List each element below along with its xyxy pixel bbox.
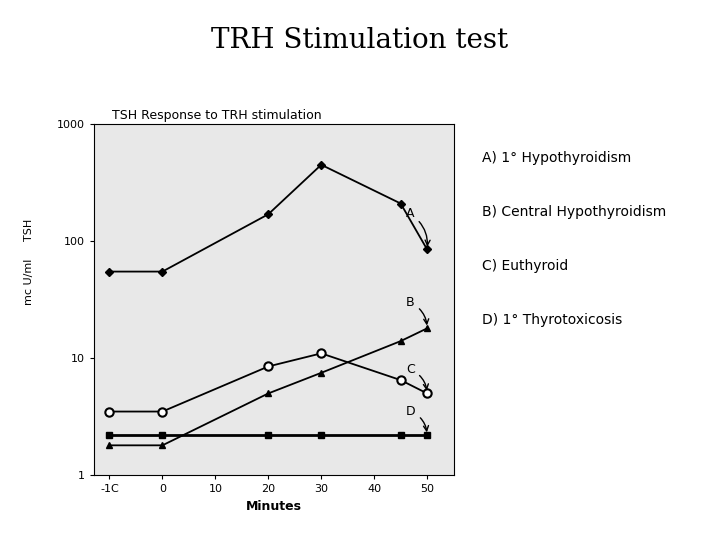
- X-axis label: Minutes: Minutes: [246, 500, 302, 513]
- Text: D: D: [406, 404, 428, 431]
- Text: B: B: [406, 296, 428, 324]
- Text: C: C: [406, 363, 428, 389]
- Text: TSH: TSH: [24, 218, 34, 241]
- Text: TSH Response to TRH stimulation: TSH Response to TRH stimulation: [112, 109, 321, 122]
- Text: A) 1° Hypothyroidism: A) 1° Hypothyroidism: [482, 151, 631, 165]
- Text: D) 1° Thyrotoxicosis: D) 1° Thyrotoxicosis: [482, 313, 623, 327]
- Text: B) Central Hypothyroidism: B) Central Hypothyroidism: [482, 205, 667, 219]
- Text: A: A: [406, 207, 430, 245]
- Text: TRH Stimulation test: TRH Stimulation test: [212, 27, 508, 54]
- Text: mc U/ml: mc U/ml: [24, 259, 34, 305]
- Text: C) Euthyroid: C) Euthyroid: [482, 259, 569, 273]
